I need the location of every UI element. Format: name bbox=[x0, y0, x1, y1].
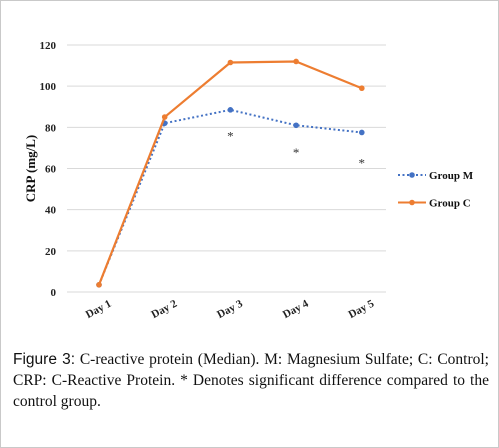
x-tick-label: Day 4 bbox=[281, 297, 311, 321]
legend-label: Group C bbox=[429, 198, 471, 210]
significance-asterisk: * bbox=[227, 129, 234, 144]
y-tick-label: 100 bbox=[40, 81, 57, 93]
y-axis-ticks: 0 20 40 60 80 100 120 bbox=[40, 40, 57, 299]
legend-label: Group M bbox=[429, 170, 474, 182]
y-axis-title: CRP (mg/L) bbox=[23, 135, 38, 203]
x-tick-label: Day 2 bbox=[149, 297, 179, 321]
y-tick-label: 120 bbox=[40, 40, 57, 52]
y-tick-label: 60 bbox=[45, 164, 57, 176]
data-point bbox=[227, 59, 234, 66]
legend: Group M Group C bbox=[398, 170, 474, 210]
gridlines bbox=[67, 44, 386, 293]
data-point bbox=[161, 114, 168, 120]
data-point bbox=[96, 281, 102, 288]
legend-marker bbox=[409, 199, 415, 206]
y-tick-label: 0 bbox=[51, 287, 57, 299]
x-axis-ticks: Day 1 Day 2 Day 3 Day 4 Day 5 bbox=[84, 297, 377, 321]
data-point bbox=[293, 122, 299, 129]
caption-label: Figure 3: bbox=[13, 351, 76, 368]
caption-text: C-reactive protein (Median). M: Magnesiu… bbox=[13, 351, 489, 410]
legend-marker bbox=[409, 172, 415, 178]
y-tick-label: 40 bbox=[45, 205, 57, 217]
annotations: * * * bbox=[227, 129, 365, 171]
series-lines bbox=[96, 58, 365, 288]
x-tick-label: Day 1 bbox=[84, 298, 114, 321]
data-point bbox=[359, 129, 365, 136]
significance-asterisk: * bbox=[359, 155, 366, 170]
data-point bbox=[227, 107, 234, 113]
x-tick-label: Day 5 bbox=[347, 297, 377, 321]
y-tick-label: 80 bbox=[45, 122, 57, 134]
significance-asterisk: * bbox=[293, 145, 300, 160]
data-point bbox=[359, 85, 365, 92]
data-point bbox=[293, 58, 299, 65]
y-tick-label: 20 bbox=[45, 246, 57, 258]
figure-caption: Figure 3: C-reactive protein (Median). M… bbox=[13, 349, 489, 412]
x-tick-label: Day 3 bbox=[215, 297, 245, 321]
